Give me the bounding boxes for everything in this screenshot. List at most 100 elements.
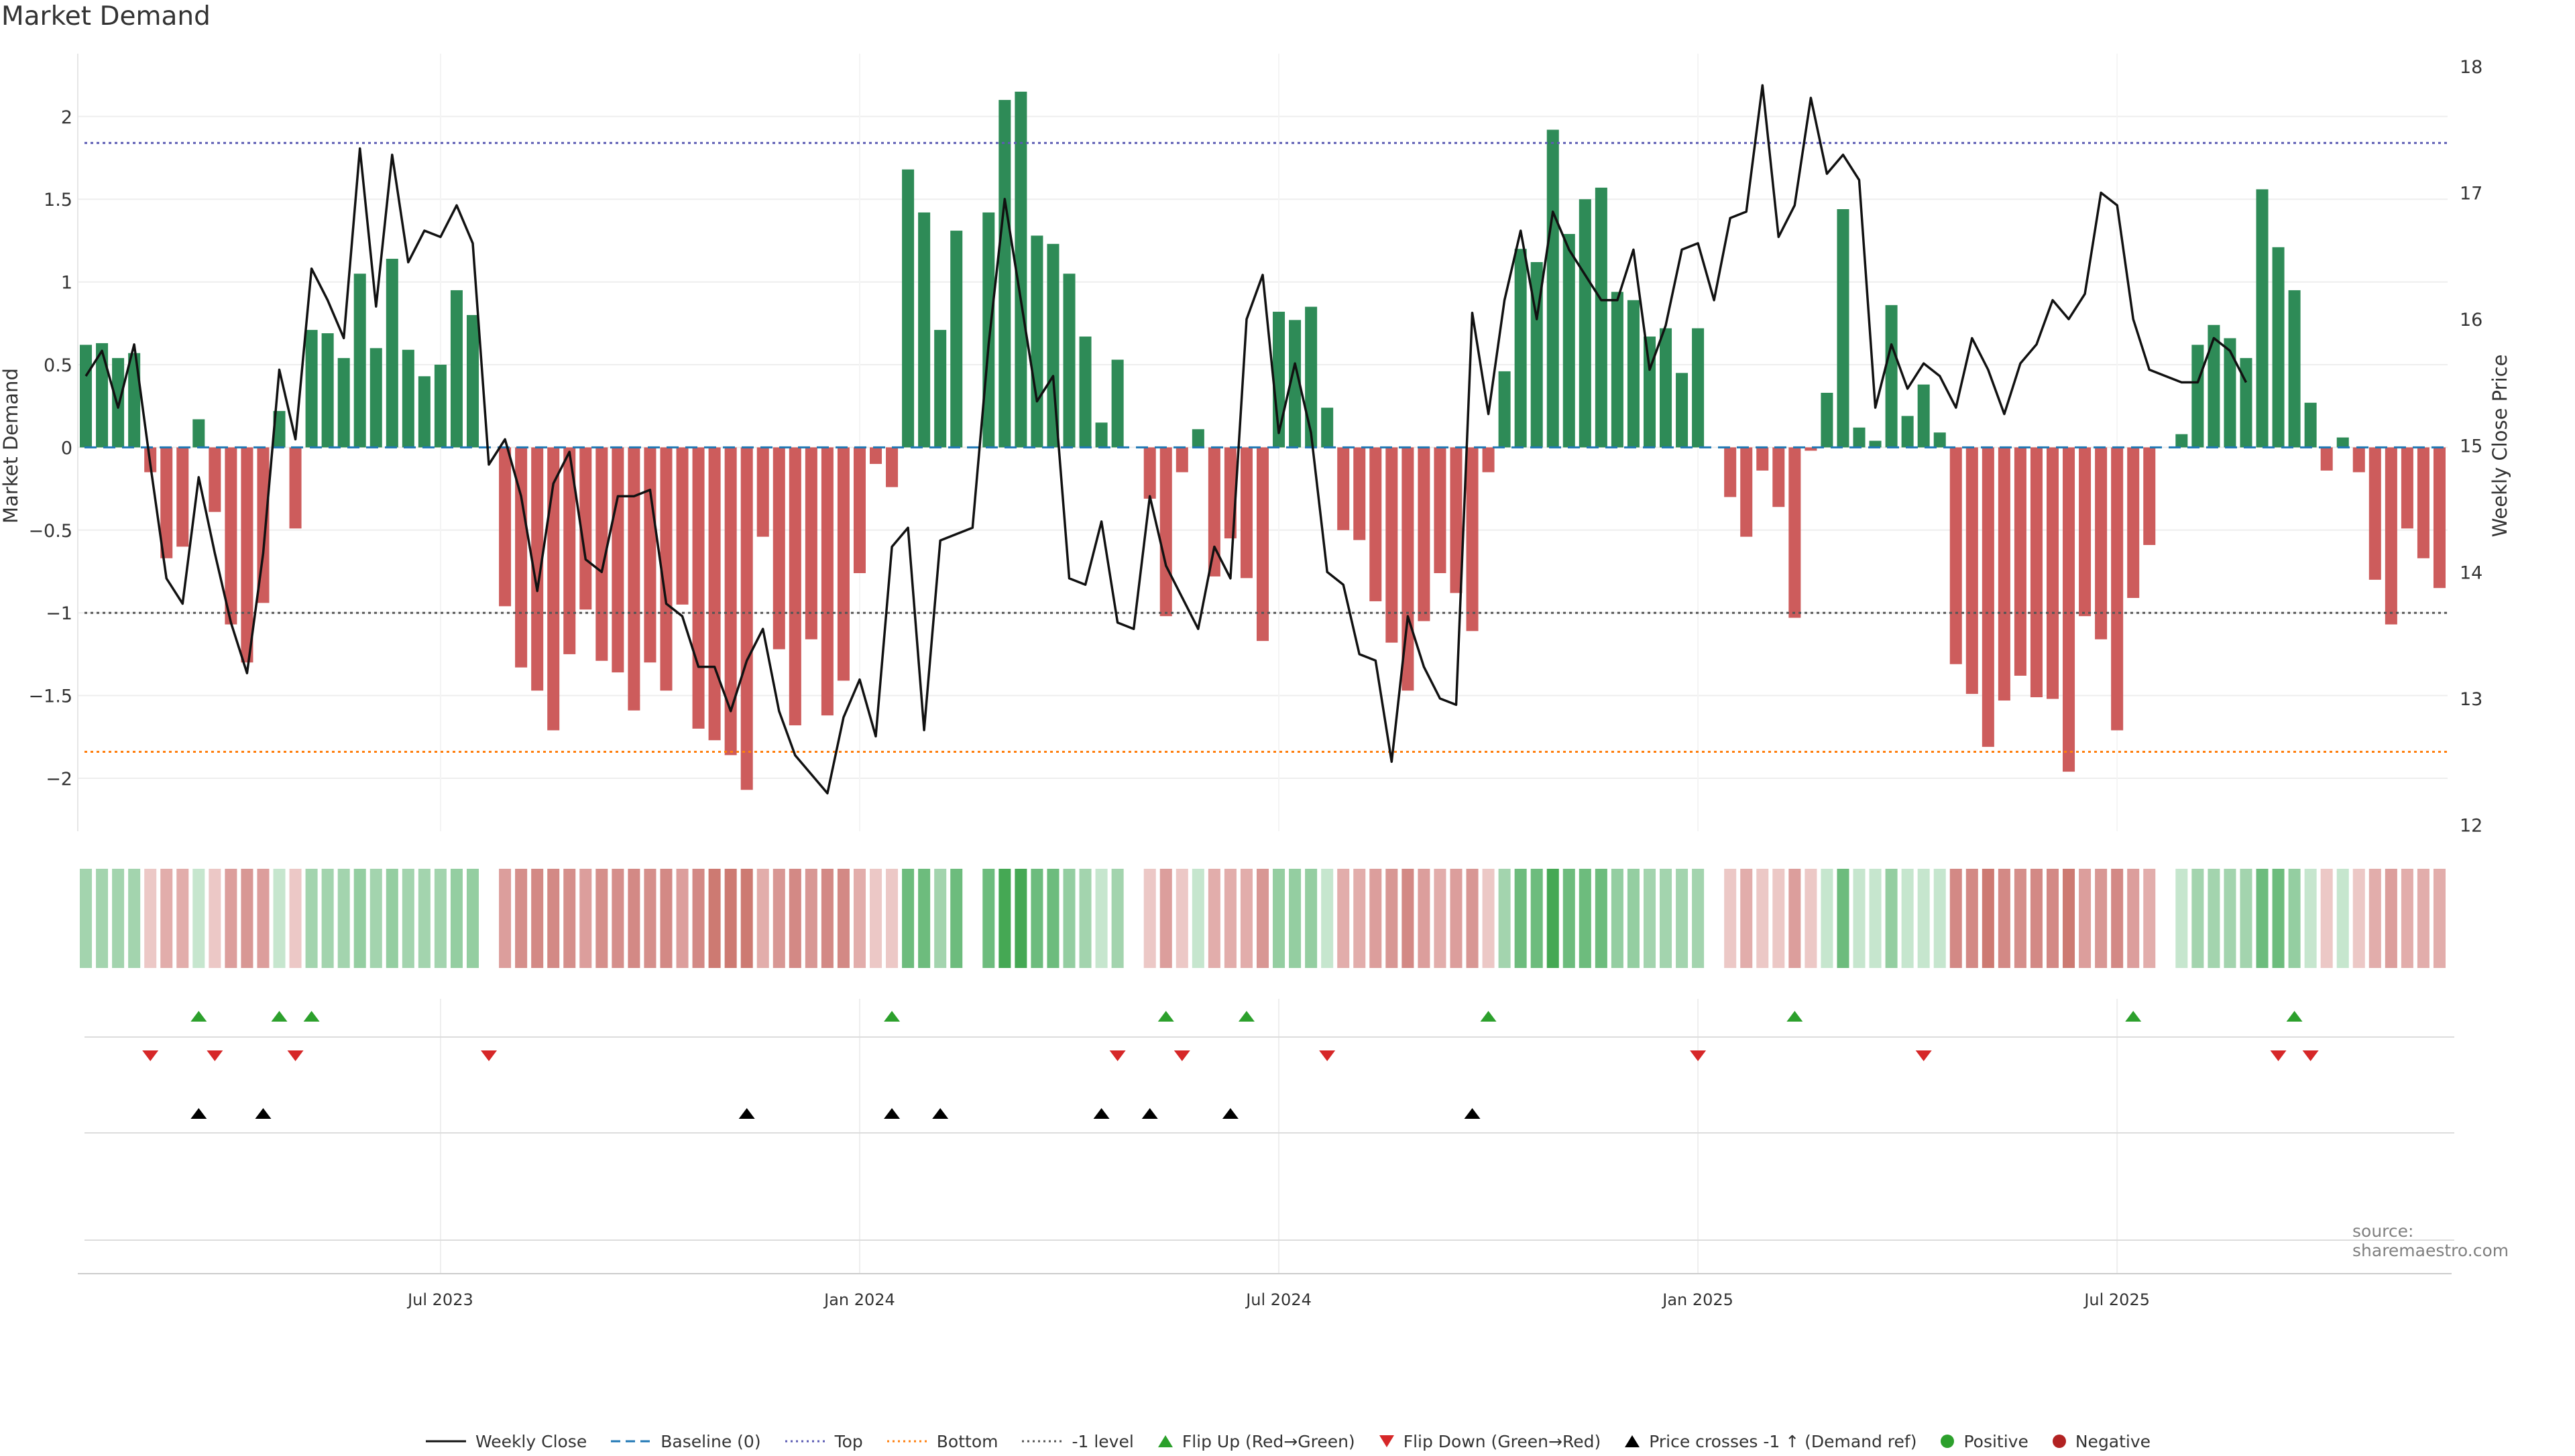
demand-bar <box>515 447 528 668</box>
strip-cell <box>724 869 737 968</box>
strip-cell <box>434 869 447 968</box>
demand-bar <box>1660 328 1672 448</box>
source-note: source: sharemaestro.com <box>2352 1221 2509 1260</box>
demand-bar <box>740 447 753 790</box>
demand-bar <box>305 330 318 448</box>
demand-bar <box>676 447 689 605</box>
legend-label: Price crosses -1 ↑ (Demand ref) <box>1649 1431 1917 1451</box>
demand-bar <box>499 447 512 607</box>
strip-cell <box>595 869 608 968</box>
demand-bar <box>1192 429 1204 448</box>
flip-down-marker <box>1915 1050 1932 1061</box>
strip-cell <box>886 869 899 968</box>
legend-label: Weekly Close <box>475 1431 587 1451</box>
flip-down-marker <box>207 1050 223 1061</box>
strip-cell <box>1756 869 1769 968</box>
demand-bar <box>1031 235 1043 448</box>
vertical-gridlines <box>439 54 2118 1274</box>
strip-cell <box>369 869 382 968</box>
demand-bar <box>176 447 189 547</box>
strip-cell <box>1708 869 1721 968</box>
strip-cell <box>1965 869 1978 968</box>
y2-tick-label: 18 <box>2460 57 2482 78</box>
strip-cell <box>1176 869 1188 968</box>
demand-bar <box>918 212 931 448</box>
demand-bar <box>2288 290 2301 448</box>
strip-cell <box>499 869 512 968</box>
demand-bar <box>1627 300 1640 448</box>
flip-up-marker <box>271 1011 288 1022</box>
legend-item-positive: Positive <box>1939 1432 2028 1451</box>
strip-cell <box>1546 869 1559 968</box>
legend-item-price-cross: Price crosses -1 ↑ (Demand ref) <box>1623 1432 1916 1451</box>
right-axis-ticks: 12 13 14 15 16 17 18 <box>2460 57 2482 837</box>
demand-bar <box>870 447 882 465</box>
demand-bar <box>1434 447 1446 573</box>
strip-cell <box>337 869 350 968</box>
strip-cell <box>660 869 673 968</box>
demand-bar <box>724 447 737 755</box>
strip-cell <box>466 869 479 968</box>
strip-cell <box>789 869 801 968</box>
demand-bar <box>660 447 673 691</box>
demand-bar <box>821 447 834 716</box>
strip-cell <box>1595 869 1607 968</box>
demand-bar <box>1756 447 1769 471</box>
strip-cell <box>821 869 834 968</box>
strip-cell <box>805 869 817 968</box>
line-solid-swatch <box>425 1440 466 1443</box>
strip-cell <box>2046 869 2059 968</box>
demand-bar <box>2224 338 2236 448</box>
strip-cell <box>96 869 109 968</box>
y-tick-label: 0.5 <box>44 355 72 376</box>
demand-bar <box>2433 447 2446 589</box>
strip-cell <box>1289 869 1302 968</box>
strip-cell <box>1273 869 1285 968</box>
flip-down-marker <box>481 1050 498 1061</box>
demand-bar <box>2240 358 2252 448</box>
y2-tick-label: 16 <box>2460 310 2482 330</box>
legend-item-negative: Negative <box>2051 1432 2151 1451</box>
strip-cell <box>2304 869 2317 968</box>
y2-tick-label: 13 <box>2460 689 2482 710</box>
strip-cell <box>1192 869 1204 968</box>
strip-cell <box>1353 869 1366 968</box>
demand-bar <box>273 411 286 448</box>
demand-bar <box>1111 359 1124 448</box>
legend-item-flip-down: Flip Down (Green→Red) <box>1378 1432 1601 1451</box>
demand-bar <box>1498 371 1511 448</box>
strip-cell <box>934 869 947 968</box>
legend-item-top: Top <box>784 1432 863 1451</box>
y2-axis-label: Weekly Close Price <box>2488 355 2511 538</box>
demand-bar <box>2385 447 2397 625</box>
demand-bar <box>2320 447 2333 471</box>
legend-item-baseline: Baseline (0) <box>610 1432 761 1451</box>
legend-label: Flip Down (Green→Red) <box>1403 1431 1601 1451</box>
dot-green-icon <box>1941 1435 1955 1448</box>
flip-down-marker <box>1174 1050 1190 1061</box>
strip-cell <box>1031 869 1043 968</box>
demand-bar <box>1965 447 1978 694</box>
demand-bar <box>1385 447 1398 643</box>
demand-bar <box>2014 447 2026 676</box>
demand-bar <box>644 447 656 663</box>
demand-bar <box>1901 416 1914 448</box>
demand-bar <box>128 353 141 448</box>
demand-bar <box>2046 447 2059 699</box>
demand-bar <box>434 365 447 448</box>
strip-cell <box>2417 869 2429 968</box>
y-tick-label: −2 <box>46 769 72 790</box>
demand-bar <box>886 447 899 487</box>
y2-tick-label: 17 <box>2460 183 2482 204</box>
strip-cell <box>1095 869 1108 968</box>
demand-bar <box>402 349 414 448</box>
strip-cell <box>1917 869 1930 968</box>
demand-bar <box>595 447 608 661</box>
demand-bar <box>2143 447 2156 546</box>
legend-label: Negative <box>2075 1431 2151 1451</box>
axes <box>77 54 2452 1274</box>
strip-cell <box>1321 869 1334 968</box>
demand-bar <box>934 330 947 448</box>
demand-bar <box>1917 384 1930 448</box>
demand-bar <box>2111 447 2124 731</box>
